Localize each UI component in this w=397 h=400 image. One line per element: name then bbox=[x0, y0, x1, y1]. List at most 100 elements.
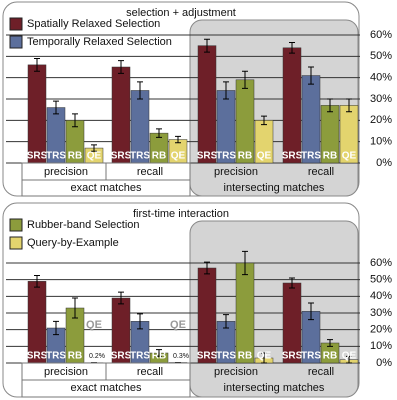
error-bar bbox=[53, 320, 59, 336]
bar bbox=[27, 64, 47, 164]
bar-label: QE bbox=[342, 151, 357, 162]
legend-swatch bbox=[9, 17, 23, 31]
legend-label: Query-by-Example bbox=[27, 237, 119, 249]
y-tick-label: 60% bbox=[370, 29, 392, 41]
error-bar bbox=[242, 250, 248, 276]
bar-label: TRS bbox=[130, 351, 150, 362]
y-tick-label: 10% bbox=[370, 136, 392, 148]
bar-label: RB bbox=[238, 151, 252, 162]
legend-label: Temporally Relaxed Selection bbox=[27, 36, 172, 48]
bar-label: SRS bbox=[27, 151, 48, 162]
bar-label: SRS bbox=[111, 151, 132, 162]
group-label: exact matches bbox=[71, 382, 142, 394]
error-bar bbox=[308, 302, 314, 321]
x-category-label: precision bbox=[214, 366, 258, 378]
bar-label: QE bbox=[170, 319, 186, 331]
y-tick-label: 30% bbox=[370, 307, 392, 319]
bar-label: SRS bbox=[282, 151, 303, 162]
bar-label: TRS bbox=[216, 151, 236, 162]
group-label: intersecting matches bbox=[224, 382, 325, 394]
y-tick-label: 20% bbox=[370, 114, 392, 126]
y-tick-label: 40% bbox=[370, 72, 392, 84]
error-bar bbox=[261, 352, 267, 364]
x-category-label: recall bbox=[308, 366, 334, 378]
bar-label: TRS bbox=[301, 351, 321, 362]
panel-title: first-time interaction bbox=[133, 208, 229, 220]
error-bar bbox=[308, 66, 314, 85]
x-category-label: precision bbox=[44, 166, 88, 178]
x-category-label: recall bbox=[137, 166, 163, 178]
error-bar bbox=[137, 81, 143, 100]
bar-label: RB bbox=[152, 351, 166, 362]
bar-label: RB bbox=[323, 151, 337, 162]
error-bar bbox=[289, 277, 295, 289]
bar-label: TRS bbox=[216, 351, 236, 362]
error-bar bbox=[261, 115, 267, 126]
bar bbox=[197, 45, 217, 164]
group-label: intersecting matches bbox=[224, 182, 325, 194]
y-tick-label: 20% bbox=[370, 324, 392, 336]
bar-label: SRS bbox=[197, 351, 218, 362]
legend-swatch bbox=[9, 218, 23, 232]
error-bar bbox=[175, 135, 181, 144]
error-bar bbox=[242, 70, 248, 89]
error-bar bbox=[156, 349, 162, 357]
legend-swatch bbox=[9, 236, 23, 250]
bar bbox=[197, 267, 217, 364]
legend-swatch bbox=[9, 35, 23, 49]
legend-label: Spatially Relaxed Selection bbox=[27, 18, 160, 30]
bar-label: TRS bbox=[130, 151, 150, 162]
bar-label: QE bbox=[342, 351, 357, 362]
error-bar bbox=[327, 98, 333, 113]
bar-label: RB bbox=[68, 151, 82, 162]
bar-label: SRS bbox=[111, 351, 132, 362]
table-cell bbox=[21, 379, 191, 398]
error-bar bbox=[156, 128, 162, 138]
bar-label: SRS bbox=[27, 351, 48, 362]
bar bbox=[235, 262, 255, 364]
bar-label: TRS bbox=[46, 151, 66, 162]
y-tick-label: 30% bbox=[370, 93, 392, 105]
error-bar bbox=[72, 297, 78, 319]
error-bar bbox=[137, 313, 143, 330]
x-category-label: precision bbox=[214, 166, 258, 178]
bar-label: RB bbox=[152, 151, 166, 162]
bar-label: TRS bbox=[46, 351, 66, 362]
error-bar bbox=[118, 60, 124, 74]
bar-label: QE bbox=[86, 319, 102, 331]
table-cell bbox=[21, 179, 191, 197]
bar-label: TRS bbox=[301, 151, 321, 162]
error-bar bbox=[34, 275, 40, 288]
bar-label: SRS bbox=[282, 351, 303, 362]
bar-label: RB bbox=[68, 351, 82, 362]
y-tick-label: 50% bbox=[370, 274, 392, 286]
bar-label: QE bbox=[171, 151, 186, 162]
error-bar bbox=[327, 339, 333, 347]
error-bar bbox=[53, 100, 59, 115]
group-label: exact matches bbox=[71, 182, 142, 194]
y-tick-label: 50% bbox=[370, 50, 392, 62]
bar-label: QE bbox=[87, 151, 102, 162]
x-category-label: precision bbox=[44, 366, 88, 378]
y-tick-label: 60% bbox=[370, 257, 392, 269]
error-bar bbox=[204, 261, 210, 275]
y-tick-label: 10% bbox=[370, 340, 392, 352]
y-tick-label: 0% bbox=[376, 357, 392, 369]
bar bbox=[111, 66, 131, 164]
error-bar bbox=[91, 144, 97, 152]
error-bar bbox=[204, 38, 210, 53]
error-bar bbox=[223, 314, 229, 329]
error-bar bbox=[346, 98, 352, 113]
bar-label: QE bbox=[257, 151, 272, 162]
bar bbox=[282, 47, 302, 164]
error-bar bbox=[34, 57, 40, 72]
y-tick-label: 40% bbox=[370, 290, 392, 302]
bar-label: QE bbox=[257, 351, 272, 362]
error-bar bbox=[346, 355, 352, 364]
error-bar bbox=[289, 41, 295, 54]
bar-label: SRS bbox=[197, 151, 218, 162]
y-tick-label: 0% bbox=[376, 157, 392, 169]
x-category-label: recall bbox=[137, 366, 163, 378]
error-bar bbox=[223, 81, 229, 100]
